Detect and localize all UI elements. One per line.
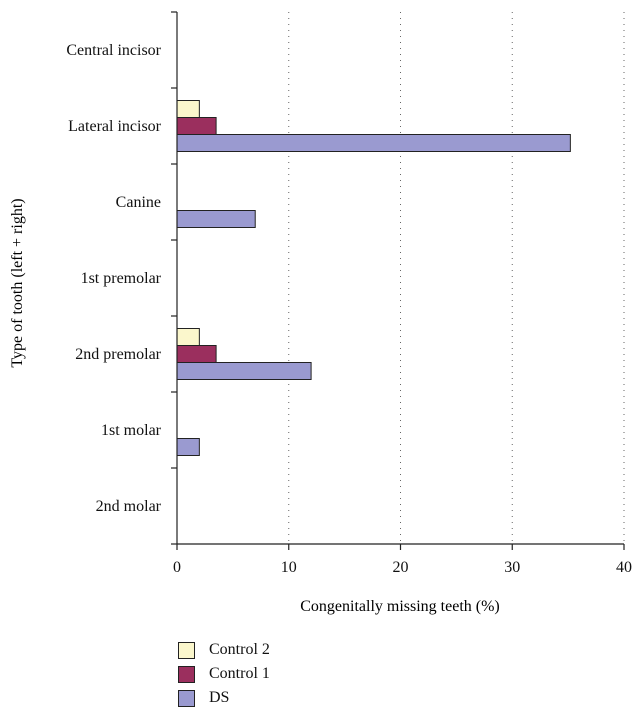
bar bbox=[176, 100, 200, 118]
x-tick-label: 10 bbox=[281, 559, 297, 576]
gridlines bbox=[288, 12, 625, 544]
bar bbox=[176, 362, 312, 380]
legend-label: DS bbox=[209, 689, 230, 706]
bar-chart: 0 10 20 30 40 Central incisor Lateral incisor… bbox=[9, 11, 632, 615]
legend-label: Control 2 bbox=[209, 641, 270, 658]
legend-swatch bbox=[178, 665, 195, 683]
bars bbox=[176, 100, 571, 456]
y-category-label: 2nd molar bbox=[96, 498, 162, 515]
legend: Control 2 Control 1 DS bbox=[178, 638, 270, 710]
y-category-label: 1st premolar bbox=[81, 270, 162, 287]
legend-item-control-2: Control 2 bbox=[178, 638, 270, 662]
bar bbox=[176, 345, 217, 363]
legend-swatch bbox=[178, 689, 195, 707]
bar bbox=[176, 438, 200, 456]
legend-swatch bbox=[178, 641, 195, 659]
legend-item-control-1: Control 1 bbox=[178, 662, 270, 686]
bar bbox=[176, 134, 571, 152]
y-category-label: 2nd premolar bbox=[75, 346, 161, 363]
y-category-label: Canine bbox=[116, 194, 161, 211]
axes bbox=[171, 11, 625, 550]
bar bbox=[176, 117, 217, 135]
legend-item-ds: DS bbox=[178, 686, 270, 710]
x-tick-label: 40 bbox=[616, 559, 632, 576]
bar bbox=[176, 210, 256, 228]
y-category-label: 1st molar bbox=[101, 422, 162, 439]
bar bbox=[176, 328, 200, 346]
x-tick-label: 30 bbox=[504, 559, 520, 576]
legend-label: Control 1 bbox=[209, 665, 270, 682]
y-category-labels: Central incisor Lateral incisor Canine 1st … bbox=[66, 42, 161, 515]
y-category-label: Central incisor bbox=[66, 42, 161, 59]
y-category-label: Lateral incisor bbox=[68, 118, 162, 135]
x-tick-labels: 0 10 20 30 40 bbox=[173, 559, 632, 576]
x-tick-label: 20 bbox=[393, 559, 409, 576]
y-axis-label: Type of tooth (left + right) bbox=[9, 198, 26, 367]
x-axis-label: Congenitally missing teeth (%) bbox=[300, 598, 500, 615]
x-tick-label: 0 bbox=[173, 559, 181, 576]
